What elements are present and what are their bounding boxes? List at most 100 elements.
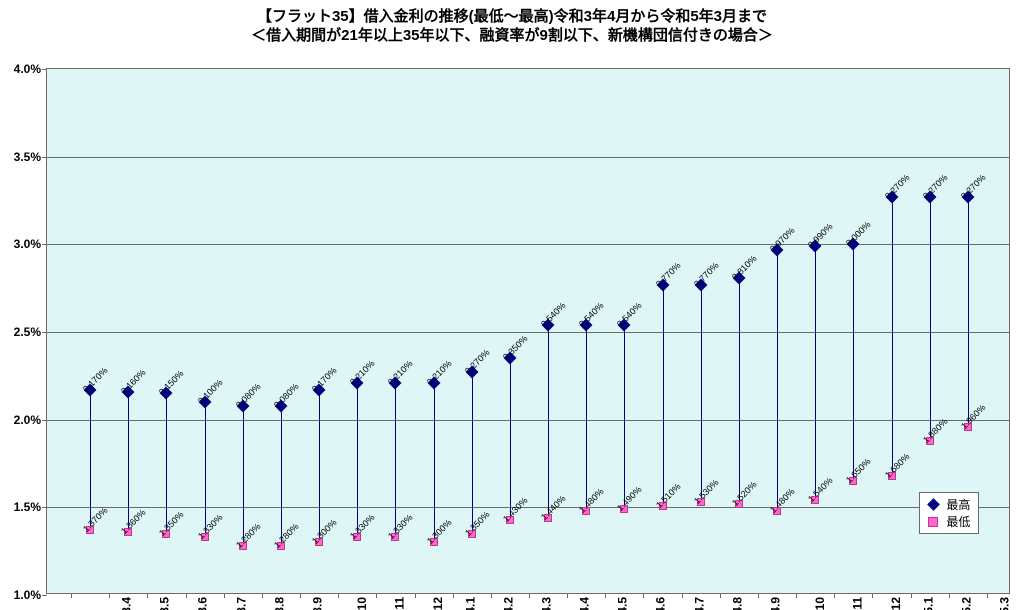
low-value-label: 1.960% (959, 402, 988, 431)
x-tick (147, 593, 148, 598)
low-value-label: 1.510% (653, 481, 682, 510)
y-tick (42, 420, 47, 421)
x-axis-label: R4.2 (501, 593, 515, 610)
low-value-label: 1.490% (615, 484, 644, 513)
hi-lo-line (892, 197, 893, 476)
low-value-label: 1.350% (157, 509, 186, 538)
x-axis-label: R4.7 (692, 593, 706, 610)
low-value-label: 1.540% (806, 476, 835, 505)
gridline (47, 420, 1009, 421)
x-tick (605, 593, 606, 598)
x-tick (491, 593, 492, 598)
x-tick (376, 593, 377, 598)
hi-lo-line (739, 278, 740, 504)
x-axis-label: R5.3 (997, 593, 1011, 610)
x-axis-label: R4.5 (616, 593, 630, 610)
hi-lo-line (777, 250, 778, 511)
low-value-label: 1.650% (844, 456, 873, 485)
title-line-1: 【フラット35】借入金利の推移(最低～最高)令和3年4月から令和5年3月まで (257, 8, 767, 25)
hi-lo-line (472, 372, 473, 533)
low-value-label: 1.480% (577, 486, 606, 515)
y-tick (42, 69, 47, 70)
gridline (47, 157, 1009, 158)
x-tick (872, 593, 873, 598)
legend-item-high: 最高 (926, 496, 970, 513)
hi-lo-line (510, 358, 511, 519)
x-tick (987, 593, 988, 598)
x-tick (720, 593, 721, 598)
hi-lo-line (357, 383, 358, 537)
y-axis-label: 3.0% (14, 237, 41, 251)
low-value-label: 1.330% (348, 512, 377, 541)
low-value-label: 1.280% (234, 521, 263, 550)
hi-lo-line (281, 406, 282, 546)
hi-lo-line (624, 325, 625, 509)
hi-lo-line (319, 390, 320, 543)
y-axis-label: 2.0% (14, 413, 41, 427)
x-tick (949, 593, 950, 598)
x-tick (567, 593, 568, 598)
x-tick (643, 593, 644, 598)
hi-lo-line (243, 406, 244, 546)
low-value-label: 1.300% (310, 518, 339, 547)
x-axis-label: R5.2 (959, 593, 973, 610)
y-axis-label: 3.5% (14, 150, 41, 164)
y-axis-label: 1.5% (14, 500, 41, 514)
hi-lo-line (128, 392, 129, 532)
low-value-label: 1.430% (501, 495, 530, 524)
low-value-label: 1.680% (882, 451, 911, 480)
x-tick (262, 593, 263, 598)
x-axis-label: R4.9 (768, 593, 782, 610)
hi-lo-line (395, 383, 396, 537)
x-axis-label: R4.11 (851, 593, 865, 610)
hi-lo-line (968, 197, 969, 427)
gridline (47, 507, 1009, 508)
hi-lo-line (586, 325, 587, 511)
legend: 最高最低 (919, 492, 979, 534)
low-value-label: 1.360% (119, 507, 148, 536)
legend-label-low: 最低 (946, 513, 970, 530)
x-axis-label: R3.10 (355, 593, 369, 610)
hi-lo-line (90, 390, 91, 530)
low-value-label: 1.350% (463, 509, 492, 538)
x-tick (682, 593, 683, 598)
low-value-label: 1.520% (730, 479, 759, 508)
x-tick (834, 593, 835, 598)
low-value-label: 1.280% (272, 521, 301, 550)
hi-lo-line (701, 285, 702, 502)
flat35-rate-chart: 1.0%1.5%2.0%2.5%3.0%3.5%4.0%R3.4R3.5R3.6… (46, 68, 1010, 594)
x-tick (453, 593, 454, 598)
x-axis-label: R4.3 (539, 593, 553, 610)
x-tick (415, 593, 416, 598)
y-tick (42, 507, 47, 508)
x-axis-label: R4.1 (463, 593, 477, 610)
hi-lo-line (815, 246, 816, 500)
chart-title: 【フラット35】借入金利の推移(最低～最高)令和3年4月から令和5年3月まで ＜… (0, 0, 1024, 46)
y-tick (42, 157, 47, 158)
x-axis-label: R3.5 (158, 593, 172, 610)
low-value-label: 1.330% (196, 512, 225, 541)
x-axis-label: R4.12 (889, 593, 903, 610)
hi-lo-line (166, 393, 167, 533)
x-axis-label: R4.4 (577, 593, 591, 610)
gridline (47, 332, 1009, 333)
y-tick (42, 332, 47, 333)
hi-lo-line (930, 197, 931, 441)
x-tick (529, 593, 530, 598)
legend-label-high: 最高 (946, 496, 970, 513)
x-axis-label: R4.6 (654, 593, 668, 610)
y-tick (42, 595, 47, 596)
x-tick (338, 593, 339, 598)
x-axis-label: R3.12 (431, 593, 445, 610)
low-value-label: 1.530% (692, 477, 721, 506)
x-axis-label: R3.8 (272, 593, 286, 610)
x-tick (796, 593, 797, 598)
title-line-2: ＜借入期間が21年以上35年以下、融資率が9割以下、新機構団信付きの場合＞ (251, 27, 773, 44)
hi-lo-line (548, 325, 549, 518)
hi-lo-line (853, 244, 854, 481)
x-axis-label: R3.7 (234, 593, 248, 610)
y-tick (42, 244, 47, 245)
x-axis-label: R3.4 (120, 593, 134, 610)
x-tick (71, 593, 72, 598)
hi-lo-line (663, 285, 664, 506)
